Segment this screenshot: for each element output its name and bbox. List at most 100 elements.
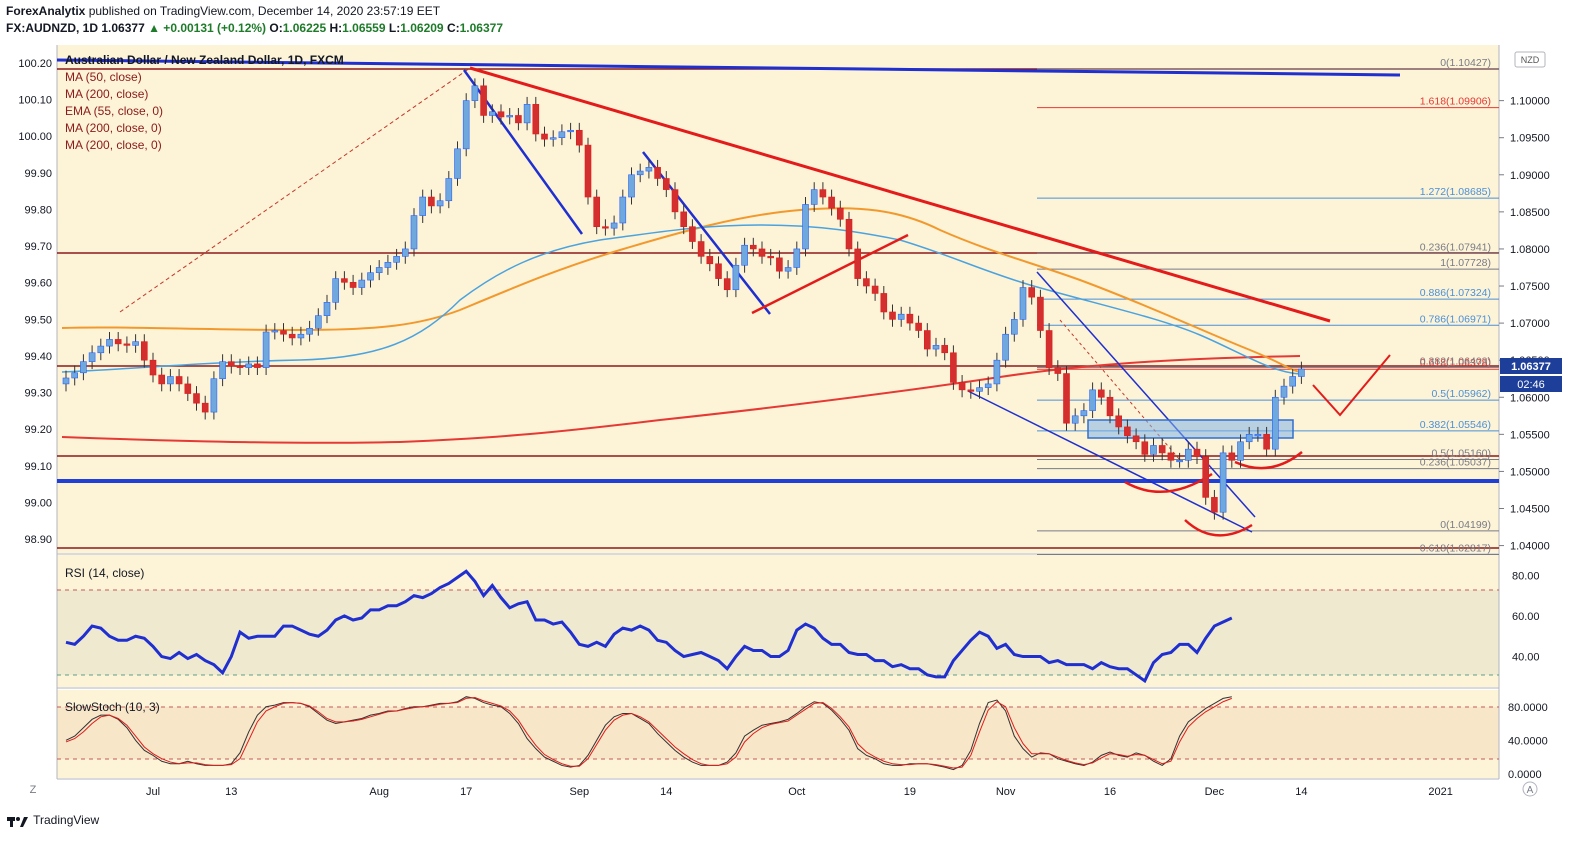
- time-axis[interactable]: Jul 13 Aug 17 Sep 14 Oct 19 Nov 16 Dec 14 2021: [146, 786, 1453, 798]
- candle: [1141, 441, 1149, 455]
- candle: [254, 363, 261, 368]
- candles: [62, 78, 1305, 520]
- indicator-ma200-3[interactable]: MA (200, close, 0): [65, 138, 162, 152]
- candle: [932, 345, 940, 350]
- open-value: 1.06225: [282, 21, 327, 35]
- candle: [175, 376, 183, 385]
- tradingview-brand[interactable]: TradingView: [33, 813, 100, 828]
- left-tick-label: 99.00: [24, 497, 52, 509]
- close-value: 1.06377: [459, 21, 504, 35]
- candle: [219, 361, 226, 380]
- candle: [1106, 396, 1114, 417]
- candle: [749, 244, 757, 250]
- ma-50-line: [61, 224, 1301, 375]
- left-price-axis: 100.20 100.10 100.00 99.90 99.80 99.70 99.60 99…: [18, 58, 52, 546]
- indicator-ma200[interactable]: MA (200, close): [65, 87, 148, 101]
- time-tick-label: 14: [660, 786, 672, 798]
- candle: [280, 330, 287, 335]
- candle: [410, 215, 418, 250]
- candle: [1237, 441, 1244, 461]
- candle: [297, 333, 305, 339]
- candle: [654, 167, 661, 179]
- candle: [1245, 434, 1253, 443]
- indicator-ema55[interactable]: EMA (55, close, 0): [65, 104, 163, 118]
- candle: [245, 363, 252, 368]
- candle: [1150, 445, 1157, 455]
- currency-badge[interactable]: [1514, 51, 1546, 68]
- candle: [897, 313, 905, 320]
- author-name[interactable]: ForexAnalytix: [6, 4, 86, 18]
- rsi-tick-label: 40.00: [1512, 652, 1540, 664]
- candle: [984, 383, 992, 388]
- last-price-tag: [1500, 358, 1562, 374]
- candle: [349, 282, 357, 288]
- fib-level-label: 0(1.10427): [1440, 57, 1491, 69]
- candle: [828, 196, 835, 209]
- time-tick-label: Nov: [996, 786, 1016, 798]
- price-change: ▲ +0.00131 (+0.12%): [148, 21, 267, 35]
- time-tick-label: 13: [225, 786, 237, 798]
- candle: [314, 315, 322, 329]
- left-tick-label: 99.50: [24, 314, 52, 326]
- candle: [1272, 396, 1279, 450]
- time-tick-label: Oct: [788, 786, 805, 798]
- auto-scale-button[interactable]: [1522, 781, 1538, 797]
- candle: [375, 267, 383, 273]
- candle: [62, 377, 70, 385]
- stoch-title[interactable]: SlowStoch (10, 3): [65, 700, 160, 714]
- stoch-band: [57, 707, 1499, 759]
- candle: [706, 256, 714, 265]
- currency-badge-label: NZD: [1521, 55, 1540, 65]
- symbol-label[interactable]: FX:AUDNZD,: [6, 21, 80, 35]
- candle: [306, 327, 313, 335]
- last-price: 1.06377: [101, 21, 145, 35]
- rsi-title[interactable]: RSI (14, close): [65, 566, 144, 580]
- time-tick-label: 2021: [1428, 786, 1452, 798]
- candle: [1298, 368, 1305, 377]
- ma-200-line: [61, 355, 1301, 444]
- time-tick-label: Dec: [1205, 786, 1225, 798]
- fib-level-label: 0.236(1.07941): [1420, 241, 1491, 253]
- stoch-tick-label: 40.0000: [1508, 735, 1548, 747]
- rsi-line: [65, 569, 1233, 684]
- right-price-axis[interactable]: 1.10000 1.09500 1.09000 1.08500 1.08000 1.075…: [1499, 96, 1550, 781]
- dashed-projection: [119, 67, 471, 313]
- left-tick-label: 100.20: [18, 58, 52, 70]
- candle: [906, 313, 914, 324]
- candle: [697, 241, 705, 257]
- left-tick-label: 98.90: [24, 534, 52, 546]
- candle: [993, 359, 1001, 385]
- red-arc-bottom: [1184, 519, 1253, 537]
- candle: [71, 372, 78, 379]
- indicator-ma50[interactable]: MA (50, close): [65, 70, 142, 84]
- candle: [767, 256, 775, 259]
- candle: [323, 302, 331, 316]
- candle: [114, 339, 122, 345]
- candle: [889, 311, 896, 320]
- candle: [341, 278, 348, 283]
- candle: [1063, 373, 1070, 424]
- red-rising-line: [751, 233, 909, 315]
- candle: [915, 322, 922, 331]
- fib-level-label: 0.886(1.07324): [1420, 287, 1491, 299]
- price-tick-label: 1.09500: [1510, 133, 1550, 145]
- time-tick-label: Aug: [369, 786, 389, 798]
- zoom-icon[interactable]: Z: [30, 784, 37, 796]
- candle: [193, 393, 200, 404]
- indicator-ma200-2[interactable]: MA (200, close, 0): [65, 121, 162, 135]
- candle: [1037, 296, 1044, 331]
- time-tick-label: Sep: [570, 786, 590, 798]
- candle: [723, 278, 731, 291]
- candle: [436, 200, 444, 207]
- candle: [636, 170, 644, 176]
- dashed-diagonal: [1059, 319, 1181, 461]
- candle: [1132, 435, 1140, 443]
- fib-level-label: 1(1.07728): [1440, 257, 1491, 269]
- candle: [1202, 456, 1209, 498]
- candle: [776, 257, 783, 272]
- footer: TradingView: [6, 813, 99, 835]
- candle: [558, 131, 566, 139]
- rsi-series: [65, 569, 1233, 684]
- candle: [836, 207, 844, 220]
